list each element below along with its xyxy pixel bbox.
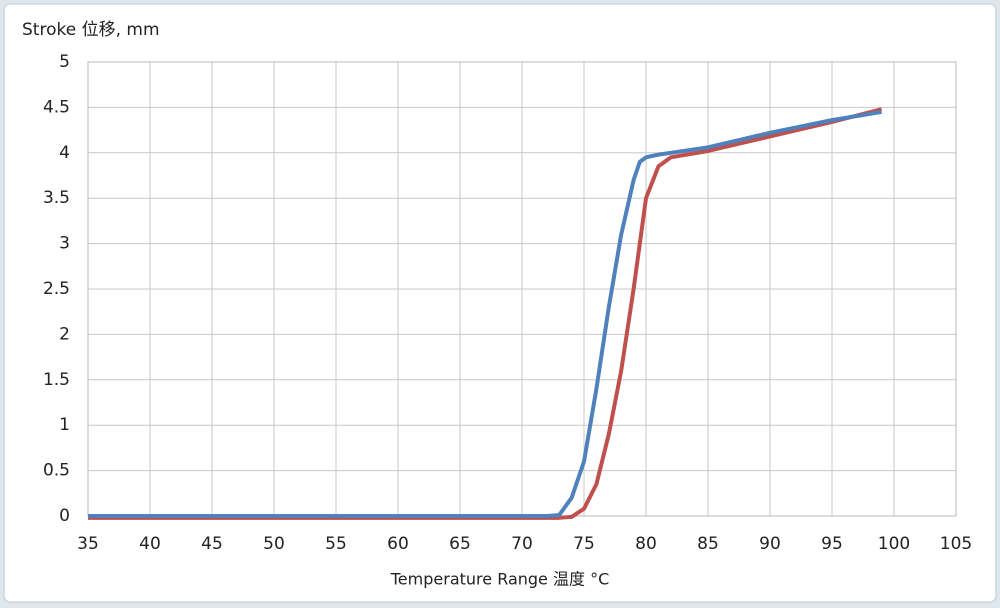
x-tick-label: 50: [263, 534, 285, 554]
x-tick-label: 65: [449, 534, 471, 554]
x-tick-label: 90: [759, 534, 781, 554]
x-tick-label: 55: [325, 534, 347, 554]
y-tick-label: 4: [59, 143, 70, 163]
x-tick-label: 70: [511, 534, 533, 554]
y-tick-label: 2.5: [43, 279, 70, 299]
y-tick-label: 5: [59, 52, 70, 72]
y-axis-title: Stroke 位移, mm: [22, 20, 160, 40]
x-tick-label: 105: [940, 534, 972, 554]
x-tick-label: 95: [821, 534, 843, 554]
x-tick-label: 100: [878, 534, 910, 554]
x-tick-label: 45: [201, 534, 223, 554]
x-tick-label: 60: [387, 534, 409, 554]
panel: [3, 3, 997, 603]
x-axis-title: Temperature Range 温度 °C: [390, 570, 610, 589]
x-tick-label: 75: [573, 534, 595, 554]
y-tick-label: 0: [59, 506, 70, 526]
x-tick-label: 80: [635, 534, 657, 554]
y-tick-label: 1.5: [43, 370, 70, 390]
data-line: [88, 107, 883, 520]
y-tick-label: 0.5: [43, 461, 70, 481]
x-tick-label: 40: [139, 534, 161, 554]
x-tick-label: 85: [697, 534, 719, 554]
y-tick-label: 4.5: [43, 97, 70, 117]
y-tick-label: 3: [59, 234, 70, 254]
y-tick-label: 3.5: [43, 188, 70, 208]
y-tick-label: 2: [59, 324, 70, 344]
y-tick-label: 1: [59, 415, 70, 435]
x-tick-label: 35: [77, 534, 99, 554]
data-line: [88, 109, 882, 518]
